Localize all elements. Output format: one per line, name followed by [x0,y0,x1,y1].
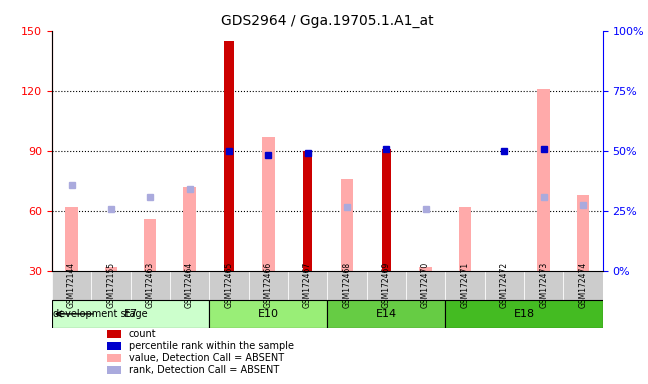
Text: GSM172467: GSM172467 [303,262,312,308]
FancyBboxPatch shape [406,271,445,300]
Bar [183,187,196,271]
Text: GSM172466: GSM172466 [264,262,273,308]
Text: GSM172155: GSM172155 [106,262,115,308]
Text: E10: E10 [258,309,279,319]
Bar [224,41,233,271]
Text: GSM172464: GSM172464 [185,262,194,308]
FancyBboxPatch shape [327,300,445,328]
Bar [107,366,121,374]
Text: E14: E14 [376,309,397,319]
Text: GSM172463: GSM172463 [146,262,155,308]
Text: percentile rank within the sample: percentile rank within the sample [129,341,294,351]
Bar [341,179,353,271]
FancyBboxPatch shape [563,271,603,300]
FancyBboxPatch shape [524,271,563,300]
Text: GSM172473: GSM172473 [539,262,548,308]
Text: E7: E7 [124,309,137,319]
Text: GSM172469: GSM172469 [382,262,391,308]
Bar [262,137,275,271]
Text: E18: E18 [513,309,535,319]
Text: GSM172474: GSM172474 [579,262,588,308]
FancyBboxPatch shape [52,300,209,328]
FancyBboxPatch shape [288,271,327,300]
Text: GSM172470: GSM172470 [421,262,430,308]
FancyBboxPatch shape [249,271,288,300]
Text: rank, Detection Call = ABSENT: rank, Detection Call = ABSENT [129,364,279,375]
Bar [107,341,121,350]
Bar [65,207,78,271]
FancyBboxPatch shape [91,271,130,300]
FancyBboxPatch shape [52,271,91,300]
FancyBboxPatch shape [170,271,209,300]
FancyBboxPatch shape [327,271,367,300]
FancyBboxPatch shape [209,300,327,328]
Text: GSM172471: GSM172471 [461,262,469,308]
FancyBboxPatch shape [130,271,170,300]
Bar [104,267,117,271]
FancyBboxPatch shape [445,271,485,300]
Text: GSM172468: GSM172468 [342,262,351,308]
Text: count: count [129,329,157,339]
Bar [382,149,391,271]
Text: GSM172465: GSM172465 [224,262,233,308]
Bar [107,329,121,338]
Bar [144,219,156,271]
Text: GSM172144: GSM172144 [67,262,76,308]
FancyBboxPatch shape [445,300,603,328]
Bar [419,267,432,271]
FancyBboxPatch shape [367,271,406,300]
Text: development stage: development stage [52,309,147,319]
Bar [537,89,550,271]
FancyBboxPatch shape [485,271,524,300]
Bar [107,354,121,362]
Bar [459,207,471,271]
FancyBboxPatch shape [209,271,249,300]
Bar [303,151,312,271]
Text: GSM172472: GSM172472 [500,262,509,308]
Title: GDS2964 / Gga.19705.1.A1_at: GDS2964 / Gga.19705.1.A1_at [221,14,434,28]
Bar [577,195,589,271]
Text: value, Detection Call = ABSENT: value, Detection Call = ABSENT [129,353,284,362]
